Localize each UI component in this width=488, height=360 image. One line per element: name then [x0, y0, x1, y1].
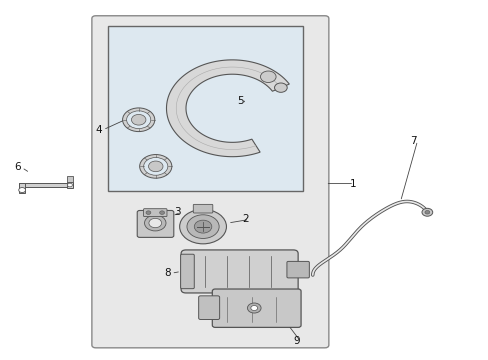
- Circle shape: [424, 211, 429, 214]
- Text: 1: 1: [348, 179, 355, 189]
- Polygon shape: [166, 60, 289, 157]
- Text: 7: 7: [409, 136, 416, 145]
- FancyBboxPatch shape: [92, 16, 328, 348]
- Text: 2: 2: [242, 215, 248, 224]
- FancyBboxPatch shape: [180, 254, 194, 289]
- Text: 8: 8: [163, 268, 170, 278]
- Circle shape: [274, 83, 286, 92]
- FancyBboxPatch shape: [181, 250, 298, 293]
- Bar: [19, 183, 25, 193]
- Circle shape: [140, 154, 171, 178]
- Circle shape: [149, 219, 161, 228]
- Text: 5: 5: [237, 96, 244, 106]
- Text: 9: 9: [293, 336, 299, 346]
- FancyBboxPatch shape: [198, 296, 219, 319]
- FancyBboxPatch shape: [143, 209, 166, 217]
- Circle shape: [148, 161, 163, 172]
- Circle shape: [143, 157, 167, 175]
- Circle shape: [144, 215, 165, 231]
- FancyBboxPatch shape: [286, 261, 309, 278]
- Circle shape: [19, 188, 25, 193]
- Bar: [67, 176, 73, 182]
- Circle shape: [122, 108, 155, 132]
- Circle shape: [260, 71, 276, 82]
- Bar: [67, 182, 73, 188]
- Circle shape: [247, 303, 261, 313]
- Text: 3: 3: [173, 207, 180, 217]
- Bar: [108, 26, 303, 191]
- FancyBboxPatch shape: [193, 204, 212, 213]
- Circle shape: [67, 183, 72, 187]
- Circle shape: [159, 211, 164, 215]
- Circle shape: [179, 210, 226, 244]
- Circle shape: [126, 111, 150, 129]
- Circle shape: [421, 208, 432, 216]
- FancyBboxPatch shape: [212, 289, 301, 327]
- FancyBboxPatch shape: [137, 211, 173, 237]
- Circle shape: [186, 215, 219, 238]
- Text: 6: 6: [14, 162, 21, 172]
- Text: 4: 4: [96, 125, 102, 135]
- Bar: [19, 183, 73, 187]
- Circle shape: [131, 114, 145, 125]
- Circle shape: [194, 220, 211, 233]
- Circle shape: [250, 306, 257, 311]
- Circle shape: [146, 211, 151, 215]
